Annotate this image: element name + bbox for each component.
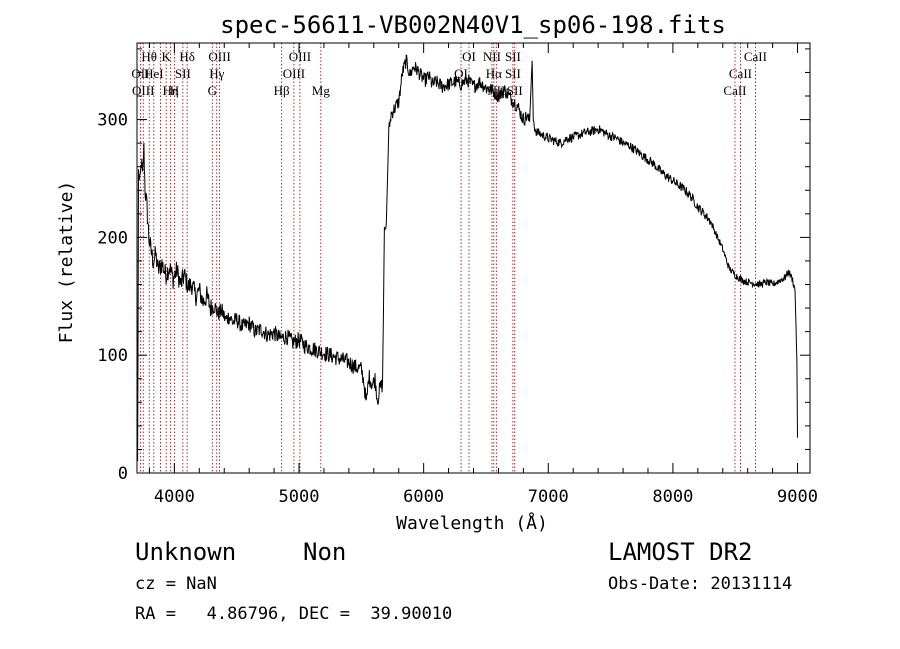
y-tick-label: 0: [118, 464, 128, 484]
spectral-line-label: OIII: [283, 66, 305, 81]
spectral-line-label: CaII: [723, 83, 746, 98]
x-tick-label: 9000: [777, 487, 818, 507]
y-tick-label: 300: [97, 111, 128, 131]
y-axis-label: Flux (relative): [56, 181, 77, 344]
spectral-line-label: HeI: [144, 66, 164, 81]
spectral-line-label: SII: [175, 66, 191, 81]
x-axis-label: Wavelength (Å): [396, 512, 548, 534]
spectral-line-label: OIII: [289, 49, 311, 64]
spectral-line-label: Hβ: [274, 83, 290, 98]
x-tick-label: 6000: [403, 487, 444, 507]
survey-label: LAMOST DR2: [608, 538, 753, 566]
plot-frame: [136, 42, 811, 474]
ra-dec-text: RA = 4.86796, DEC = 39.90010: [135, 604, 453, 624]
spectral-line-label: Hγ: [209, 66, 224, 81]
chart-title: spec-56611-VB002N40V1_sp06-198.fits: [220, 11, 726, 39]
spectral-line-label: Hα: [486, 66, 502, 81]
spectral-line-label: Hδ: [179, 49, 195, 64]
subclass-label: Non: [303, 538, 347, 566]
spectral-line-label: OIII: [132, 83, 154, 98]
spectral-line-label: CaII: [744, 49, 767, 64]
x-tick-label: 8000: [652, 487, 693, 507]
spectral-line-label: NII: [483, 49, 501, 64]
axis-ticks: 4000 5000 6000 7000 8000 9000 0 100 200 300: [97, 43, 818, 507]
spectral-line-label: Mg: [312, 83, 331, 98]
x-tick-label: 7000: [528, 487, 569, 507]
spectral-line-label: SII: [505, 49, 521, 64]
y-tick-label: 100: [97, 346, 128, 366]
class-label: Unknown: [135, 538, 237, 566]
obs-date-text: Obs-Date: 20131114: [608, 574, 793, 594]
spectral-line-label: Hη: [163, 83, 179, 98]
spectral-line-label: CaII: [729, 66, 752, 81]
spectral-line-label: SII: [505, 66, 521, 81]
spectral-line-label: OI: [454, 66, 468, 81]
spectral-line-label: K: [161, 49, 171, 64]
x-tick-label: 4000: [154, 487, 195, 507]
spectrum-line: [137, 54, 798, 462]
y-tick-label: 200: [97, 228, 128, 248]
spectral-line-label: OI: [462, 49, 476, 64]
spectral-line-label: OIII: [208, 49, 230, 64]
spectral-line-label: SII: [507, 83, 523, 98]
cz-text: cz = NaN: [135, 574, 217, 594]
x-tick-label: 5000: [279, 487, 320, 507]
spectral-line-label: OII: [131, 66, 149, 81]
spectral-line-label: H: [170, 83, 179, 98]
spectrum-layer: [137, 54, 798, 462]
spectral-line-label: Hθ: [141, 49, 157, 64]
line-marker-layer: OII OIII Hθ HeI K HηH SII Hδ G Hγ OIII Hβ OIII OIII Mg…: [131, 43, 767, 473]
spectral-line-label: G: [208, 83, 217, 98]
